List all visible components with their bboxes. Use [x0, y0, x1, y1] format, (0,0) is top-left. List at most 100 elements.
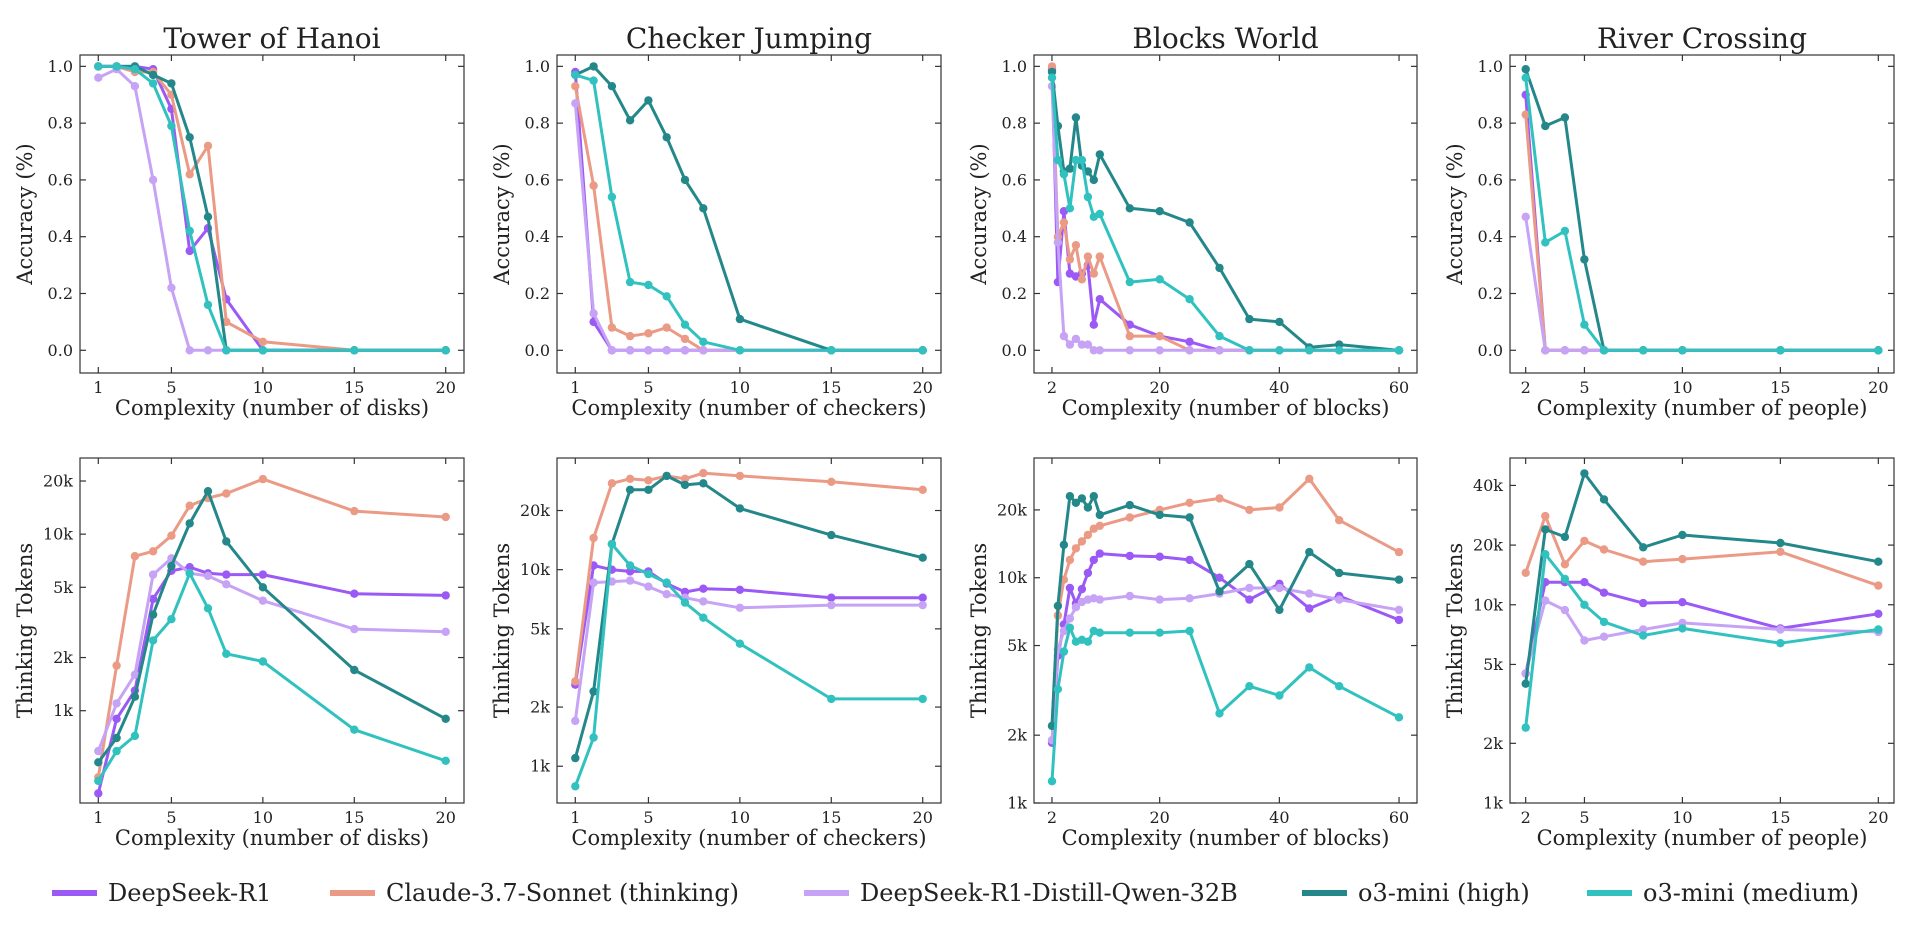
- data-point: [918, 485, 927, 494]
- plot-frame: [1509, 457, 1895, 804]
- data-point: [1077, 494, 1087, 503]
- series-o3-mini-medium: [1047, 73, 1404, 355]
- x-axis-label: Complexity (number of blocks): [1062, 396, 1390, 420]
- legend-item: Claude-3.7-Sonnet (thinking): [330, 879, 739, 907]
- data-point: [1541, 596, 1550, 605]
- data-point: [1560, 113, 1570, 122]
- data-point: [827, 593, 836, 602]
- data-point: [680, 474, 690, 483]
- data-point: [167, 121, 176, 131]
- x-tick-label: 15: [1770, 378, 1790, 397]
- data-point: [1541, 550, 1550, 559]
- data-point: [625, 561, 635, 570]
- y-tick-label: 20k: [43, 472, 73, 491]
- y-tick-label: 10k: [1473, 595, 1503, 614]
- data-point: [607, 479, 617, 488]
- data-point: [1155, 275, 1164, 284]
- data-point: [441, 346, 450, 355]
- plot-frame: [556, 457, 942, 804]
- data-point: [589, 533, 598, 543]
- series-line: [96, 67, 448, 352]
- x-axis-label: Complexity (number of checkers): [571, 826, 926, 850]
- data-point: [1580, 346, 1589, 355]
- data-point: [1077, 155, 1087, 165]
- data-point: [1047, 73, 1057, 82]
- series-claude-3-7-sonnet-thinking: [1047, 62, 1404, 355]
- data-point: [1095, 252, 1105, 261]
- y-tick-label: 0.8: [1478, 114, 1503, 133]
- series-o3-mini-medium: [571, 539, 927, 791]
- data-point: [1089, 555, 1099, 565]
- data-point: [112, 62, 121, 71]
- data-point: [1394, 605, 1404, 615]
- y-tick-label: 10k: [520, 560, 550, 579]
- legend-item: DeepSeek-R1-Distill-Qwen-32B: [804, 879, 1238, 907]
- data-point: [258, 583, 268, 592]
- data-point: [1305, 547, 1314, 557]
- data-point: [222, 570, 231, 579]
- y-tick-label: 2k: [1007, 726, 1027, 745]
- data-point: [167, 615, 176, 624]
- data-point: [1580, 469, 1589, 478]
- data-point: [625, 576, 635, 585]
- y-tick-label: 1.0: [525, 57, 550, 76]
- y-tick-label: 20k: [1473, 536, 1503, 555]
- series-line: [573, 101, 925, 352]
- data-point: [1053, 155, 1063, 165]
- data-point: [1776, 346, 1785, 355]
- data-point: [827, 694, 836, 704]
- data-point: [1245, 346, 1254, 355]
- data-point: [1305, 474, 1314, 483]
- data-point: [1521, 110, 1530, 119]
- series-line: [1050, 70, 1401, 352]
- data-point: [699, 479, 708, 488]
- data-point: [1215, 331, 1224, 341]
- series-o3-mini-high: [94, 62, 450, 355]
- series-line: [1050, 586, 1401, 742]
- data-point: [644, 476, 653, 485]
- data-point: [1874, 346, 1883, 355]
- data-point: [112, 714, 121, 723]
- data-point: [1599, 617, 1609, 627]
- data-point: [1077, 537, 1087, 546]
- data-point: [1065, 164, 1075, 173]
- data-point: [222, 580, 231, 589]
- data-point: [1185, 626, 1194, 636]
- x-tick-label: 20: [1149, 378, 1169, 397]
- data-point: [185, 346, 194, 355]
- x-tick-label: 15: [821, 378, 841, 397]
- series-deepseek-r1: [1047, 549, 1404, 747]
- x-tick-label: 1: [570, 378, 580, 397]
- data-point: [1071, 603, 1081, 612]
- data-point: [1275, 346, 1284, 355]
- data-point: [1155, 331, 1164, 341]
- x-tick-label: 2: [1521, 378, 1531, 397]
- series-o3-mini-high: [1047, 492, 1404, 731]
- x-tick-label: 20: [913, 378, 933, 397]
- y-tick-label: 2k: [1483, 734, 1503, 753]
- data-point: [607, 346, 617, 355]
- data-point: [112, 661, 121, 670]
- data-point: [94, 789, 103, 798]
- y-tick-label: 0.0: [1002, 341, 1027, 360]
- data-point: [1776, 625, 1785, 634]
- series-deepseek-r1: [1047, 65, 1404, 355]
- y-tick-label: 1k: [1483, 794, 1503, 813]
- data-point: [827, 530, 836, 540]
- data-point: [350, 725, 359, 734]
- series-deepseek-r1-distill-qwen-32b: [94, 65, 450, 355]
- data-point: [130, 731, 140, 741]
- series-o3-mini-medium: [94, 62, 450, 355]
- data-point: [918, 593, 927, 602]
- chart-panel-8: 2 5 10 15 20 1k 2k 5k 10k 20k 40k Complexity (numbe…: [1443, 457, 1895, 850]
- data-point: [1071, 155, 1081, 165]
- data-point: [1125, 628, 1135, 637]
- data-point: [680, 334, 690, 344]
- y-tick-label: 0.6: [1002, 170, 1027, 189]
- data-point: [1089, 175, 1099, 185]
